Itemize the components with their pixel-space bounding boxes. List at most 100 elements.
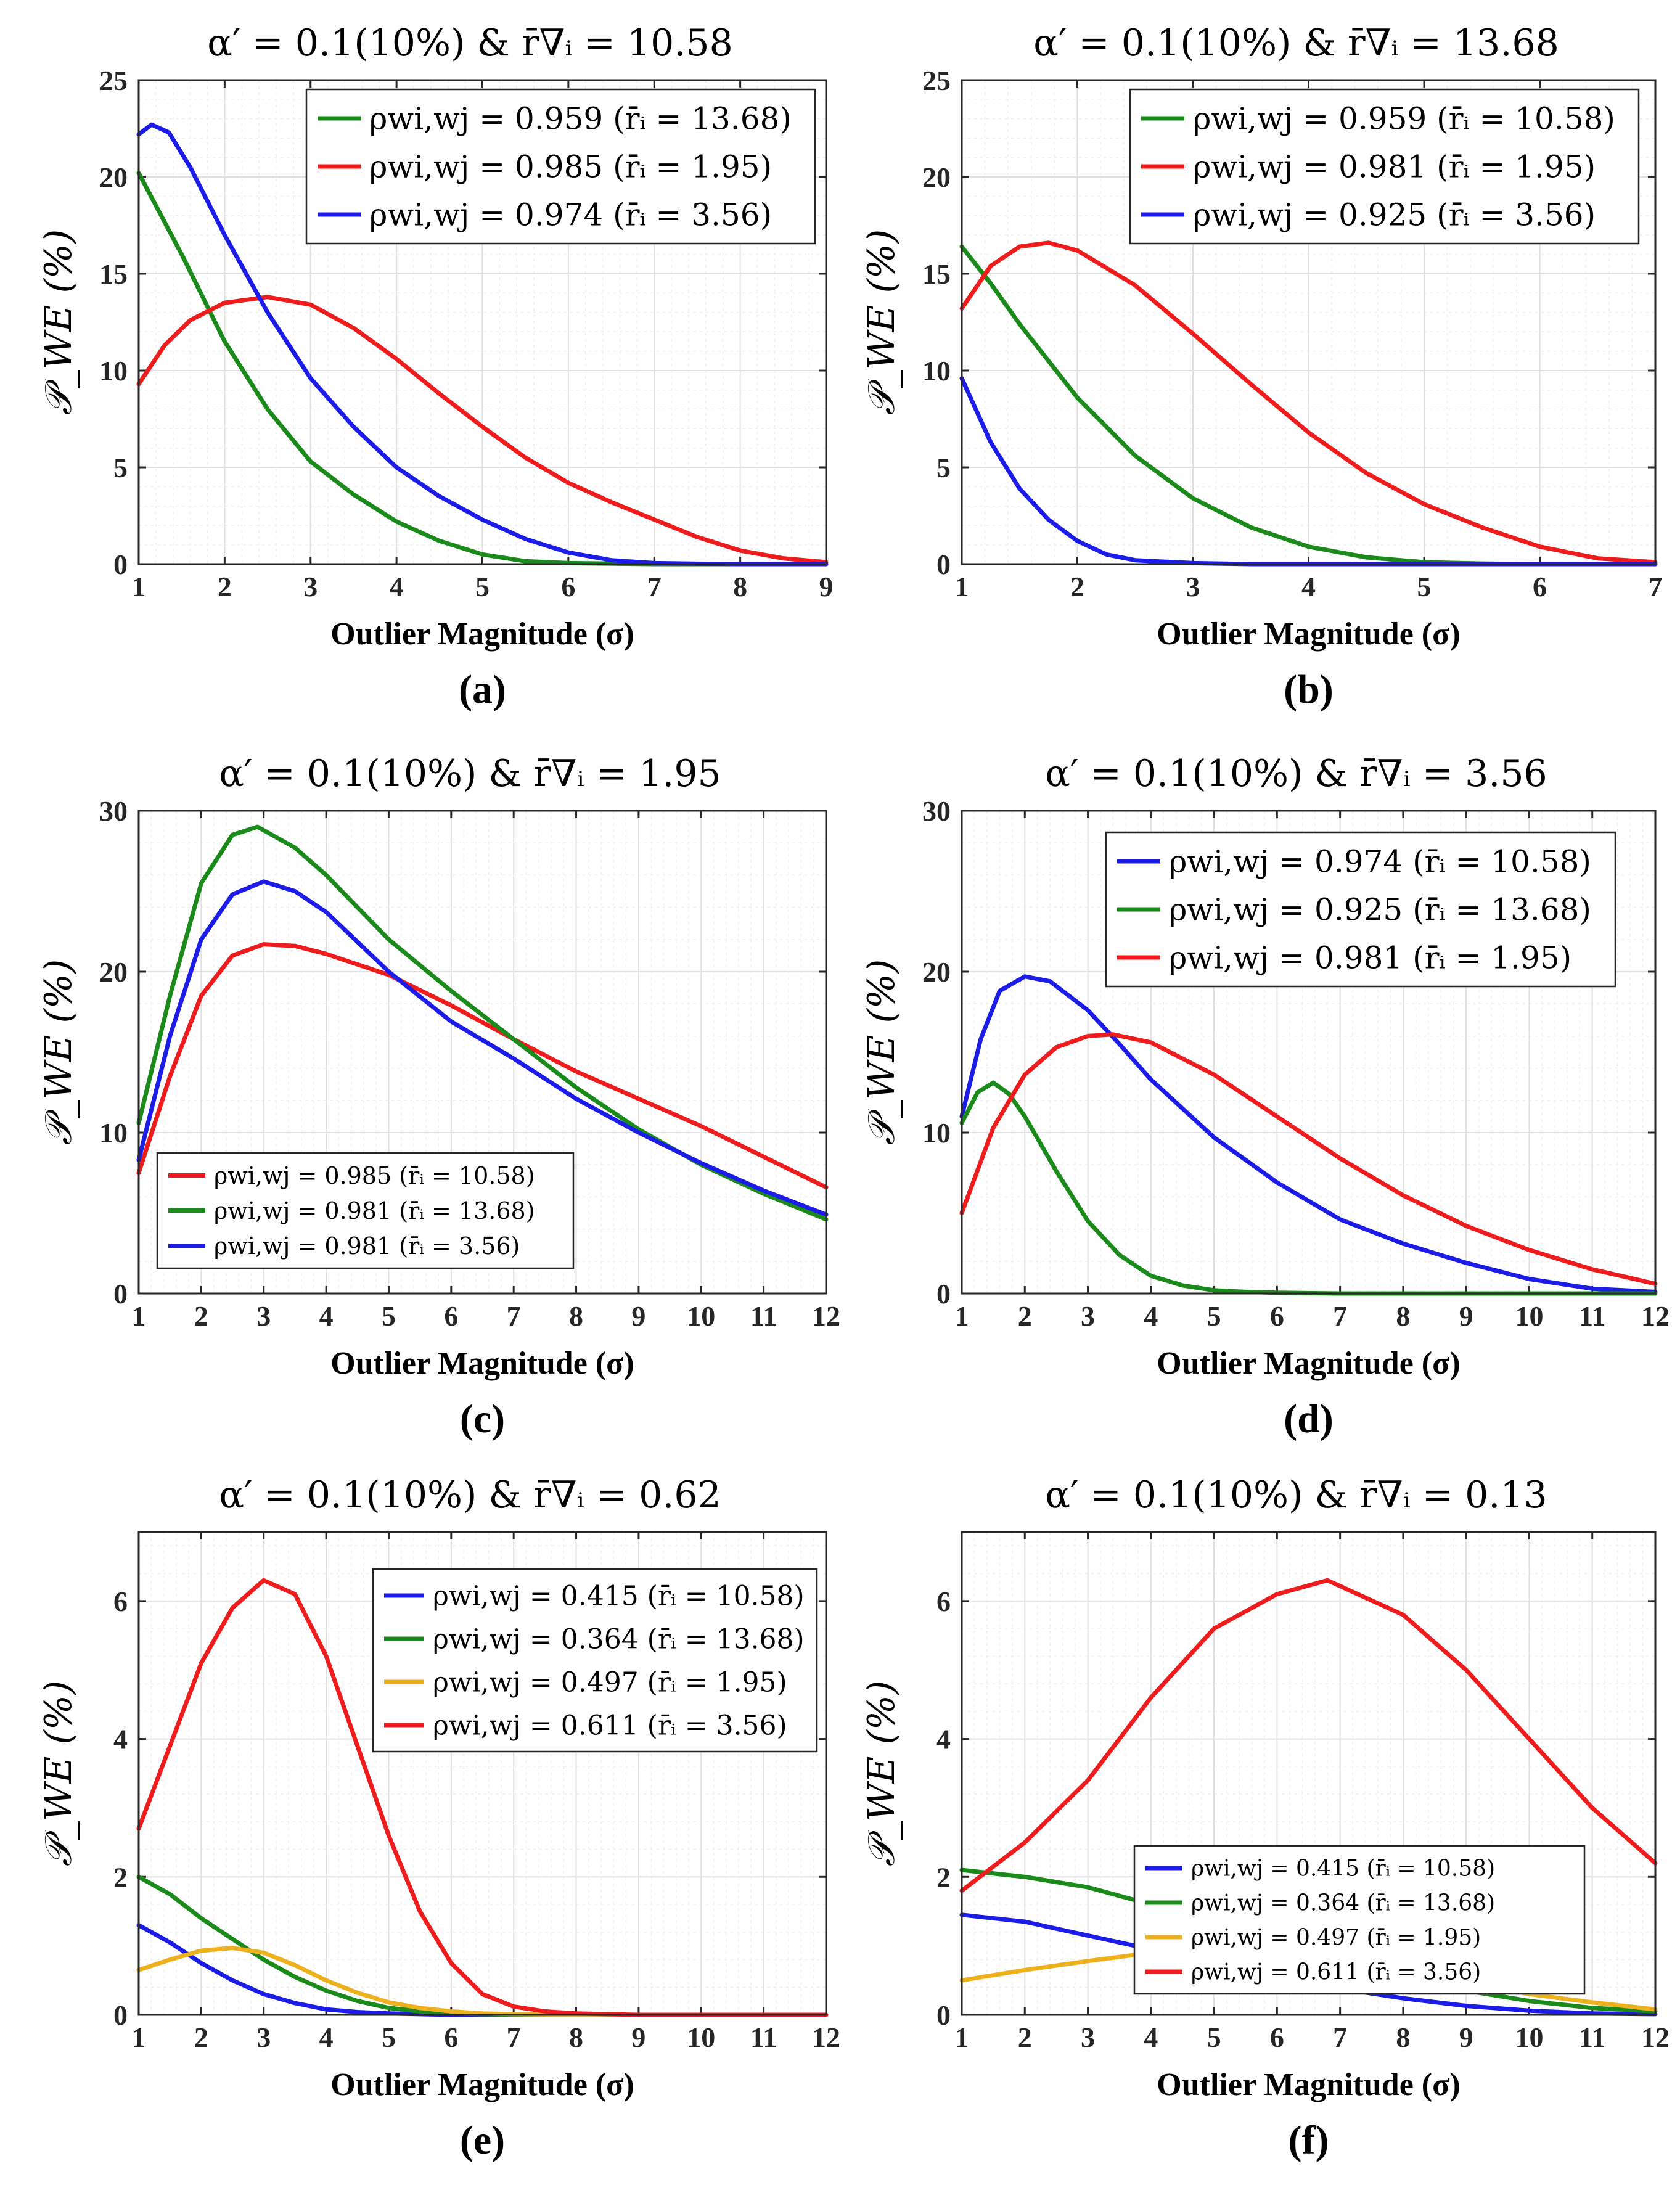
legend-box xyxy=(1129,88,1640,245)
y-tick-label: 4 xyxy=(113,1724,128,1755)
x-axis-label: Outlier Magnitude (σ) xyxy=(1157,1346,1460,1381)
x-tick-label: 12 xyxy=(812,2022,840,2053)
x-tick-label: 8 xyxy=(1396,2022,1410,2053)
x-tick-label: 8 xyxy=(1396,1300,1410,1332)
legend: ρwi,wj = 0.959 (r̄ᵢ = 10.58) ρwi,wj = 0.9… xyxy=(1129,88,1640,245)
x-tick-label: 7 xyxy=(507,2022,521,2053)
x-tick-label: 9 xyxy=(819,571,834,602)
x-tick-label: 7 xyxy=(1333,1300,1347,1332)
plot-frame xyxy=(137,79,827,565)
series-line-blue xyxy=(136,879,829,1217)
y-tick-label: 0 xyxy=(936,1278,951,1310)
y-tick-label: 5 xyxy=(113,452,128,483)
legend-entry: ρwi,wj = 0.364 (r̄ᵢ = 13.68) xyxy=(433,1623,805,1655)
plot-frame xyxy=(137,1531,827,2016)
legend-entry: ρwi,wj = 0.364 (r̄ᵢ = 13.68) xyxy=(1191,1891,1495,1916)
x-tick-label: 9 xyxy=(1459,1300,1473,1332)
x-tick-label: 5 xyxy=(1207,1300,1221,1332)
legend-entry: ρwi,wj = 0.415 (r̄ᵢ = 10.58) xyxy=(1191,1856,1495,1882)
chart-panel-b: 1 2 3 4 5 6 7 0 5 10 15 20 25 α′ = 0.1(10%) & r̄∇ᵢ = … xyxy=(860,22,1663,712)
y-axis-label: 𝒫_WE (%) xyxy=(37,229,80,416)
legend: ρwi,wj = 0.959 (r̄ᵢ = 13.68) ρwi,wj = 0.9… xyxy=(305,88,816,245)
y-tick-label: 0 xyxy=(936,1999,951,2031)
legend-entry: ρwi,wj = 0.981 (r̄ᵢ = 3.56) xyxy=(214,1232,520,1260)
x-tick-label: 1 xyxy=(955,2022,969,2053)
x-tick-label: 11 xyxy=(750,1300,777,1332)
legend-entry: ρwi,wj = 0.985 (r̄ᵢ = 1.95) xyxy=(369,149,772,185)
x-tick-label: 1 xyxy=(132,1300,146,1332)
y-tick-label: 5 xyxy=(936,452,951,483)
x-tick-label: 10 xyxy=(687,1300,715,1332)
x-tick-label: 12 xyxy=(1641,1300,1670,1332)
series-line-red xyxy=(136,1578,829,2017)
x-tick-label: 3 xyxy=(1186,571,1200,602)
chart-title: α′ = 0.1(10%) & r̄∇ᵢ = 1.95 xyxy=(219,752,721,795)
x-tick-label: 2 xyxy=(1070,571,1084,602)
x-tick-label: 3 xyxy=(1081,2022,1095,2053)
y-tick-label: 0 xyxy=(113,1999,128,2031)
plot-frame xyxy=(961,810,1657,1295)
plot-frame xyxy=(961,1531,1657,2016)
x-tick-label: 7 xyxy=(1333,2022,1347,2053)
y-axis-label: 𝒫_WE (%) xyxy=(37,1681,80,1867)
y-tick-label: 10 xyxy=(99,1117,128,1149)
chart-title: α′ = 0.1(10%) & r̄∇ᵢ = 3.56 xyxy=(1045,752,1547,795)
x-tick-label: 2 xyxy=(194,1300,208,1332)
chart-title: α′ = 0.1(10%) & r̄∇ᵢ = 0.62 xyxy=(219,1474,721,1517)
x-tick-label: 5 xyxy=(475,571,490,602)
series-line-red xyxy=(136,295,829,565)
panel-label: (f) xyxy=(1289,2118,1329,2163)
legend-box xyxy=(305,88,816,245)
x-tick-label: 10 xyxy=(687,2022,715,2053)
series-line-blue xyxy=(136,1923,829,2017)
x-tick-label: 6 xyxy=(561,571,575,602)
legend-entry: ρwi,wj = 0.981 (r̄ᵢ = 1.95) xyxy=(1193,149,1596,185)
legend-entry: ρwi,wj = 0.974 (r̄ᵢ = 10.58) xyxy=(1169,844,1591,880)
legend-entry: ρwi,wj = 0.985 (r̄ᵢ = 10.58) xyxy=(214,1162,535,1189)
y-tick-label: 25 xyxy=(99,65,128,96)
legend-entry: ρwi,wj = 0.959 (r̄ᵢ = 13.68) xyxy=(369,101,792,137)
legend-entry: ρwi,wj = 0.981 (r̄ᵢ = 13.68) xyxy=(214,1197,535,1224)
x-tick-label: 11 xyxy=(1579,2022,1605,2053)
y-axis-label: 𝒫_WE (%) xyxy=(860,229,903,416)
x-axis-label: Outlier Magnitude (σ) xyxy=(330,2067,634,2102)
x-axis-label: Outlier Magnitude (σ) xyxy=(330,617,634,652)
x-tick-label: 5 xyxy=(382,2022,396,2053)
x-tick-label: 2 xyxy=(1018,2022,1032,2053)
x-tick-label: 4 xyxy=(390,571,404,602)
x-tick-label: 9 xyxy=(1459,2022,1473,2053)
chart-panel-a: 1 2 3 4 5 6 7 8 9 0 5 10 15 20 25 α′ = 0.1(10%) & r̄∇ᵢ … xyxy=(37,22,834,712)
plot-frame xyxy=(137,810,827,1295)
panel-label: (b) xyxy=(1284,667,1334,712)
series-line-blue xyxy=(959,974,1658,1294)
legend-entry: ρwi,wj = 0.611 (r̄ᵢ = 3.56) xyxy=(433,1710,787,1741)
series-line-red xyxy=(959,240,1658,565)
legend-entry: ρwi,wj = 0.925 (r̄ᵢ = 13.68) xyxy=(1169,892,1591,928)
x-tick-label: 6 xyxy=(1270,1300,1284,1332)
x-tick-label: 8 xyxy=(569,2022,583,2053)
x-tick-label: 3 xyxy=(256,2022,271,2053)
x-tick-label: 1 xyxy=(132,2022,146,2053)
panel-label: (d) xyxy=(1284,1396,1334,1441)
x-tick-label: 4 xyxy=(319,1300,334,1332)
y-tick-label: 2 xyxy=(113,1861,128,1893)
legend-entry: ρwi,wj = 0.497 (r̄ᵢ = 1.95) xyxy=(433,1666,787,1698)
y-tick-label: 20 xyxy=(922,956,951,988)
y-axis-label: 𝒫_WE (%) xyxy=(860,959,903,1146)
y-tick-label: 2 xyxy=(936,1861,951,1893)
x-axis-label: Outlier Magnitude (σ) xyxy=(330,1346,634,1381)
x-tick-label: 5 xyxy=(1207,2022,1221,2053)
chart-title: α′ = 0.1(10%) & r̄∇ᵢ = 10.58 xyxy=(207,22,733,65)
x-tick-label: 1 xyxy=(955,1300,969,1332)
x-axis-label: Outlier Magnitude (σ) xyxy=(1157,2067,1460,2102)
y-tick-label: 10 xyxy=(99,355,128,387)
plot-frame xyxy=(961,79,1657,565)
y-tick-label: 30 xyxy=(99,795,128,827)
legend: ρwi,wj = 0.985 (r̄ᵢ = 10.58) ρwi,wj = 0.9… xyxy=(156,1152,575,1269)
x-tick-label: 1 xyxy=(132,571,146,602)
x-tick-label: 6 xyxy=(1270,2022,1284,2053)
y-tick-label: 20 xyxy=(99,162,128,193)
